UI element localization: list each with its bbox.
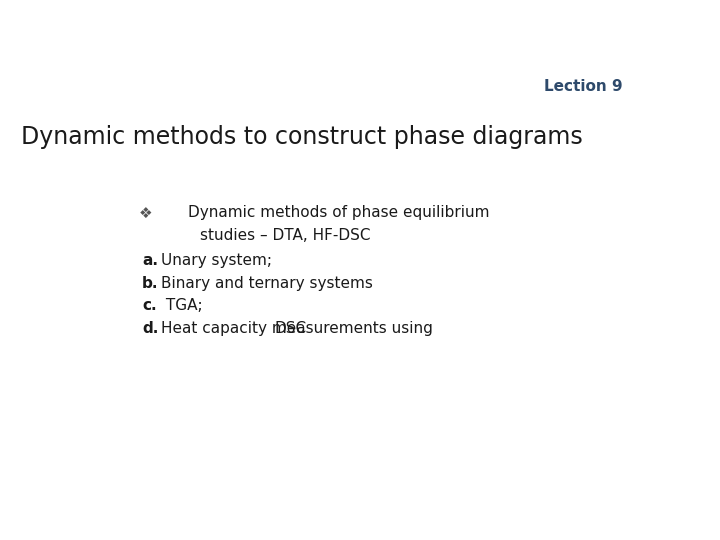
Text: b.: b. — [142, 275, 158, 291]
Text: TGA;: TGA; — [161, 299, 203, 314]
Text: studies – DTA, HF-DSC: studies – DTA, HF-DSC — [200, 228, 371, 243]
Text: Binary and ternary systems: Binary and ternary systems — [161, 275, 373, 291]
Text: ❖: ❖ — [139, 206, 153, 221]
Text: d.: d. — [142, 321, 158, 336]
Text: Dynamic methods of phase equilibrium: Dynamic methods of phase equilibrium — [188, 205, 489, 220]
Text: DSC: DSC — [274, 321, 307, 336]
Text: Heat capacity measurements using: Heat capacity measurements using — [161, 321, 438, 336]
Text: Lection 9: Lection 9 — [544, 79, 623, 94]
Text: a.: a. — [142, 253, 158, 268]
Text: Unary system;: Unary system; — [161, 253, 272, 268]
Text: c.: c. — [142, 299, 156, 314]
Text: Dynamic methods to construct phase diagrams: Dynamic methods to construct phase diagr… — [21, 125, 583, 149]
